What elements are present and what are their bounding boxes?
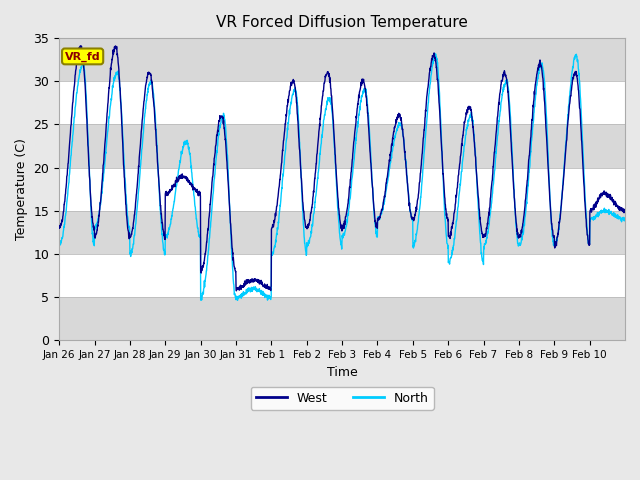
Bar	[59, 297, 625, 340]
Legend: West, North: West, North	[250, 387, 434, 410]
Text: VR_fd: VR_fd	[65, 51, 100, 61]
Title: VR Forced Diffusion Temperature: VR Forced Diffusion Temperature	[216, 15, 468, 30]
X-axis label: Time: Time	[326, 366, 358, 379]
Bar	[59, 124, 625, 168]
Y-axis label: Temperature (C): Temperature (C)	[15, 138, 28, 240]
Bar	[59, 211, 625, 254]
Bar	[59, 38, 625, 81]
